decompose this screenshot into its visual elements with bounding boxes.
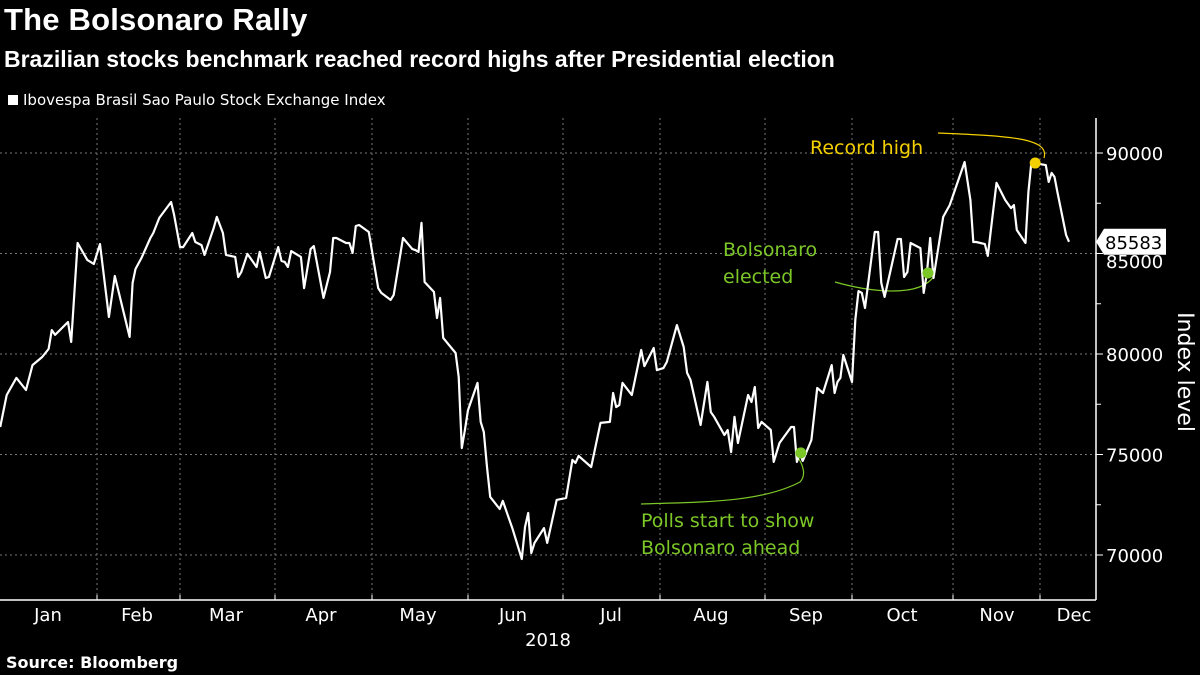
annotation-leader [937,132,1046,159]
annotations: Record high Bolsonaro elected Polls start t… [640,132,1046,559]
x-tick-label: Jan [33,605,62,626]
series-line [0,160,1071,561]
annotation-text: elected [723,266,793,288]
annotation-text: Bolsonaro [723,239,817,261]
x-tick-label: Apr [305,605,337,626]
legend: Ibovespa Brasil Sao Paulo Stock Exchange… [8,91,386,109]
x-tick-label: Sep [789,605,823,626]
y-tick-label: 70000 [1106,546,1163,567]
annotation-text: Polls start to show [641,510,814,532]
y-axis-label: Index level [1172,312,1197,432]
chart-subtitle: Brazilian stocks benchmark reached recor… [4,46,835,72]
legend-swatch [8,95,18,105]
last-value-label: 85583 [1105,233,1162,254]
y-tick-label: 90000 [1106,144,1163,165]
x-axis-year-label: 2018 [525,630,571,651]
annotation-text: Bolsonaro ahead [641,537,800,559]
x-tick-label: Oct [886,605,917,626]
annotation-text: Record high [810,137,923,159]
x-tick-label: May [399,605,437,626]
x-tick-label: Dec [1057,605,1092,626]
annotation-leader [834,275,935,292]
x-tick-label: Mar [209,605,244,626]
y-tick-label: 85000 [1106,252,1163,273]
annotation-dots [795,157,1041,459]
last-value-tag: 85583 [1096,228,1166,255]
x-tick-label: Feb [121,605,153,626]
y-tick-label: 75000 [1106,446,1163,467]
x-tick-label: Nov [979,605,1014,626]
annotation-leader [640,455,805,505]
y-tick-label: 80000 [1106,345,1163,366]
x-tick-label: Jun [498,605,527,626]
legend-label: Ibovespa Brasil Sao Paulo Stock Exchange… [23,91,386,109]
grid [0,118,1096,600]
x-tick-label: Jul [599,605,622,626]
annotation-dot [1029,157,1041,169]
annotation-dot [922,267,934,279]
chart-title: The Bolsonaro Rally [4,2,308,37]
x-tick-label: Aug [693,605,728,626]
source-note: Source: Bloomberg [6,653,179,672]
annotation-dot [795,447,807,459]
axes: 90000 85000 80000 75000 70000 Jan Feb Mar Apr May… [0,118,1163,626]
last-value-tag-shape [1096,228,1166,255]
